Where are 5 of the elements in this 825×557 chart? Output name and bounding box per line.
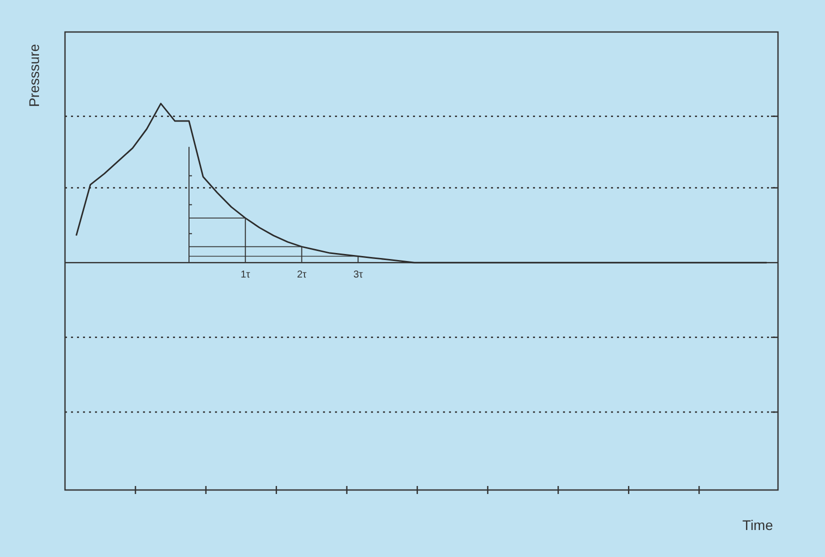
x-tick-label: 2τ bbox=[296, 270, 307, 281]
x-tick-label: 1τ bbox=[240, 270, 250, 281]
x-tick-label: 3τ bbox=[353, 270, 363, 281]
y-axis-title: Presssure bbox=[26, 44, 42, 108]
x-axis-title: Time bbox=[742, 517, 774, 533]
